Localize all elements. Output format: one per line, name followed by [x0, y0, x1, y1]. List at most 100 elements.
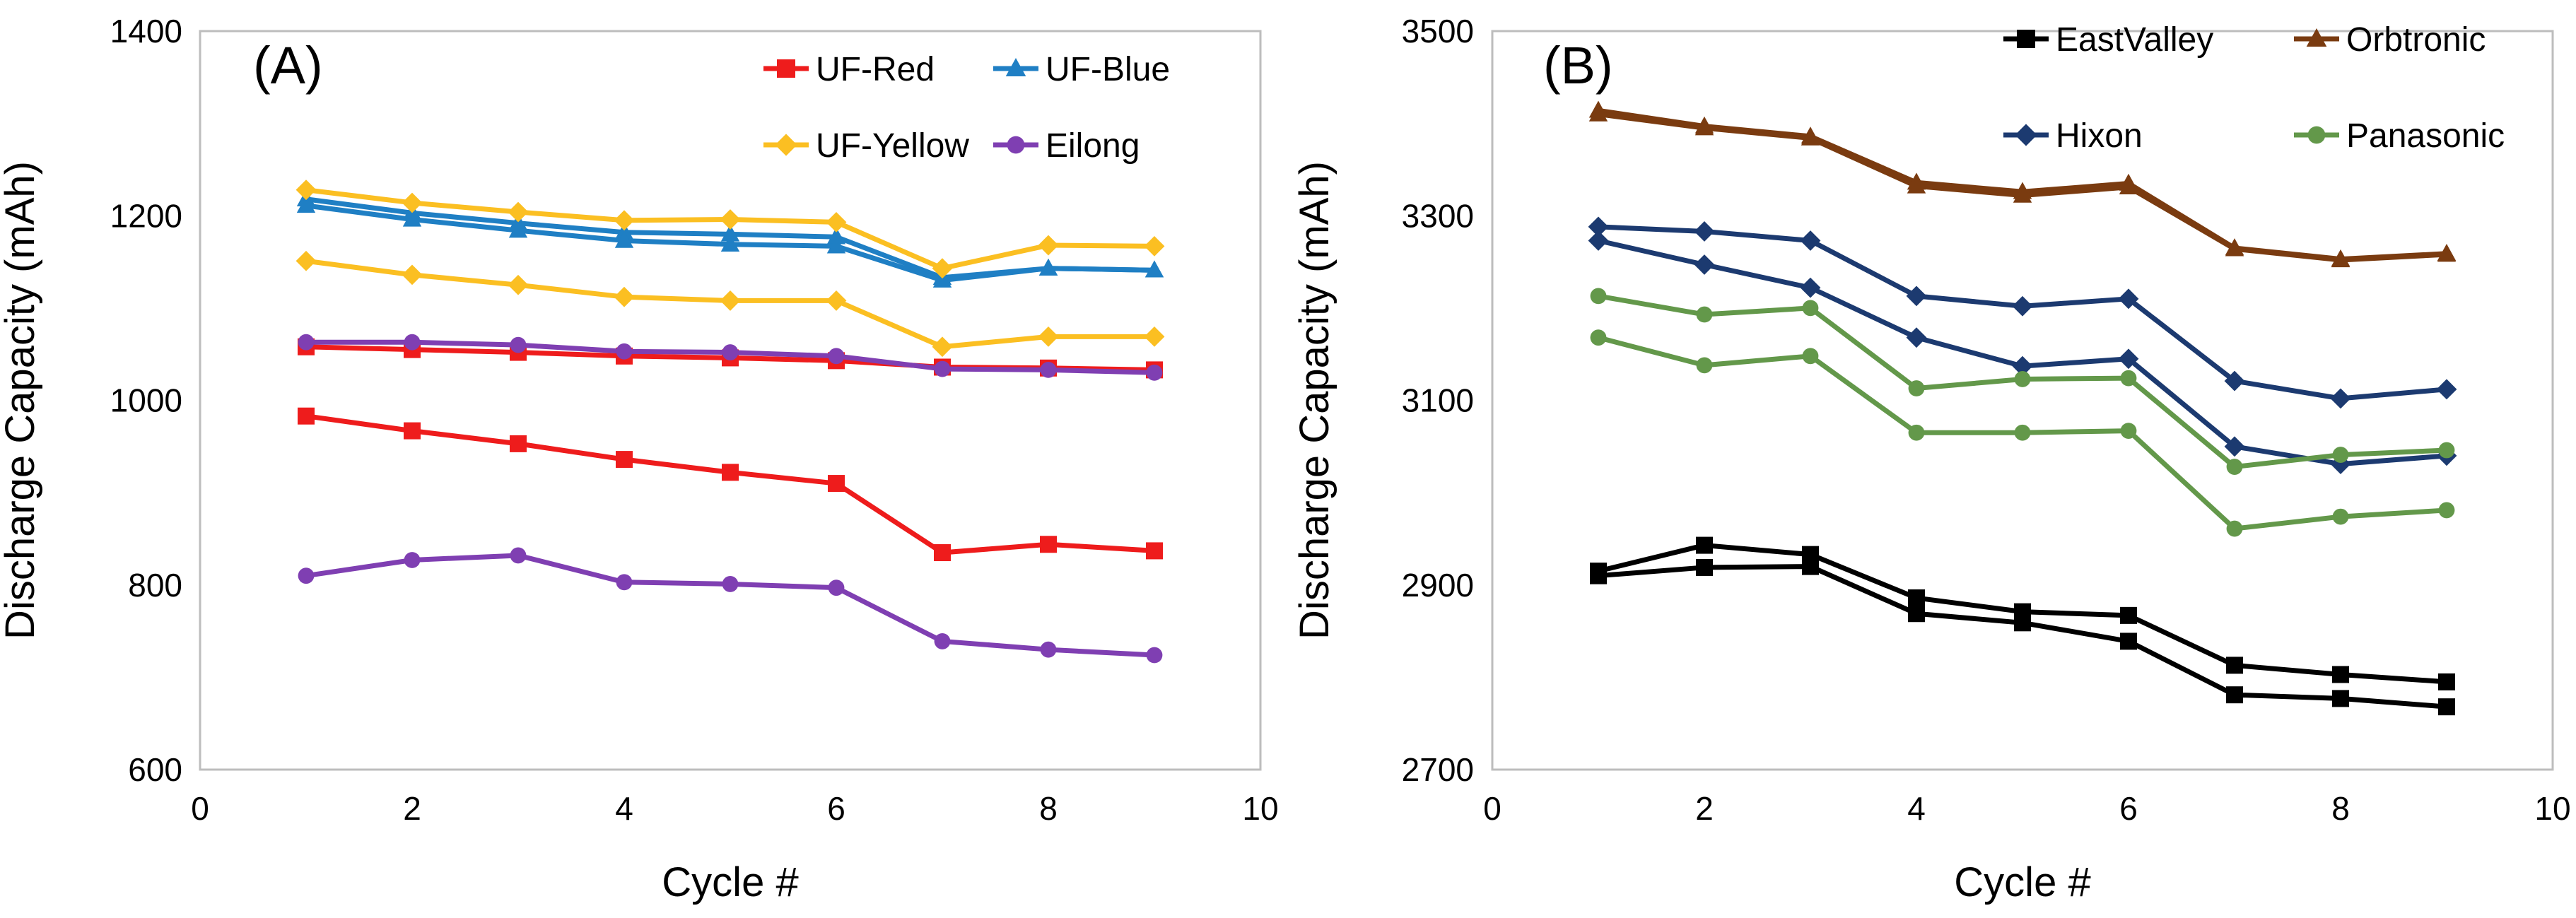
data-point [508, 201, 529, 223]
data-point [404, 422, 421, 440]
data-point [720, 224, 740, 242]
data-point [1800, 277, 1821, 298]
y-tick-label: 600 [128, 751, 182, 788]
data-point [2332, 666, 2349, 683]
x-tick-label: 10 [1242, 790, 1278, 827]
x-tick-label: 0 [1483, 790, 1501, 827]
data-point [932, 270, 952, 288]
y-tick-label: 2700 [1402, 751, 1474, 788]
x-tick-label: 4 [1907, 790, 1926, 827]
data-point [1588, 104, 1608, 122]
data-point [510, 547, 527, 564]
y-tick-label: 2900 [1402, 567, 1474, 604]
data-point [2014, 424, 2031, 441]
legend-label: EastValley [2056, 21, 2213, 59]
data-point [720, 234, 740, 252]
data-point [1146, 647, 1163, 664]
data-point [402, 209, 422, 227]
data-point [932, 258, 953, 279]
data-point [2438, 442, 2455, 459]
data-point [614, 286, 635, 307]
x-tick-label: 4 [615, 790, 633, 827]
series-line [305, 413, 1155, 555]
legend-item: UF-Yellow [763, 127, 969, 165]
data-point [826, 227, 846, 245]
data-point [1590, 567, 1607, 584]
data-point [2013, 185, 2032, 203]
data-point [2224, 370, 2245, 392]
legend-item: EastValley [2003, 21, 2213, 59]
data-point [934, 544, 951, 562]
series-hixon [1588, 216, 2457, 475]
y-tick-label: 1200 [110, 197, 182, 234]
data-point [2120, 423, 2137, 440]
series-line [305, 553, 1155, 658]
data-point [2332, 447, 2349, 463]
legend-item: UF-Red [763, 51, 935, 88]
data-point [1694, 118, 1714, 136]
data-point [2331, 250, 2350, 268]
data-point [1146, 542, 1163, 560]
y-tick-label: 3500 [1402, 13, 1474, 49]
data-point [2224, 436, 2245, 457]
data-point [932, 336, 953, 358]
data-point [1588, 230, 1609, 251]
data-point [2014, 614, 2031, 632]
series-panasonic [1590, 288, 2455, 537]
data-point [2332, 690, 2349, 707]
data-point [826, 290, 847, 311]
legend-label: UF-Yellow [816, 127, 969, 165]
data-point [1908, 605, 1925, 623]
data-point [826, 211, 847, 233]
data-point [1906, 327, 1927, 348]
data-point [295, 250, 317, 271]
data-point [2330, 388, 2351, 409]
data-point [1038, 326, 1059, 347]
data-point [296, 196, 316, 213]
data-point [508, 274, 529, 295]
data-point [298, 334, 315, 351]
x-tick-label: 6 [2119, 790, 2138, 827]
x-tick-label: 2 [1695, 790, 1714, 827]
data-point [722, 464, 739, 481]
data-point [1038, 258, 1058, 276]
series-eastvalley [1590, 536, 2455, 716]
legend-swatch-marker [2015, 124, 2037, 146]
data-point [1800, 230, 1821, 251]
data-point [934, 633, 951, 649]
legend-label: Panasonic [2346, 117, 2505, 155]
legend-label: UF-Blue [1046, 51, 1170, 88]
x-tick-label: 10 [2534, 790, 2570, 827]
data-point [614, 210, 635, 231]
legend-item: Panasonic [2294, 117, 2505, 155]
data-point [1694, 254, 1715, 275]
data-point [2226, 459, 2243, 475]
data-point [1908, 589, 1925, 607]
series-uf-yellow [295, 180, 1165, 358]
data-point [1590, 329, 1607, 346]
data-point [2118, 288, 2139, 310]
y-axis-title: Discharge Capacity (mAh) [0, 161, 43, 640]
series-uf-blue [296, 189, 1164, 288]
data-point [1144, 235, 1165, 257]
data-point [722, 344, 739, 360]
data-point [402, 192, 423, 213]
data-point [2012, 355, 2033, 377]
data-point [1696, 558, 1713, 576]
data-point [508, 220, 528, 238]
x-tick-label: 6 [827, 790, 845, 827]
panel-label: (A) [253, 36, 323, 95]
data-point [1801, 128, 1820, 146]
data-point [828, 579, 845, 596]
data-point [2120, 370, 2137, 387]
data-point [1588, 216, 1609, 237]
legend-label: UF-Red [816, 51, 935, 88]
data-point [616, 343, 633, 360]
data-point [402, 264, 423, 286]
data-point [1696, 536, 1713, 554]
data-point [295, 180, 317, 201]
data-point [2120, 606, 2137, 624]
series-line [1598, 564, 2447, 710]
data-point [298, 567, 315, 584]
data-point [1908, 380, 1925, 396]
